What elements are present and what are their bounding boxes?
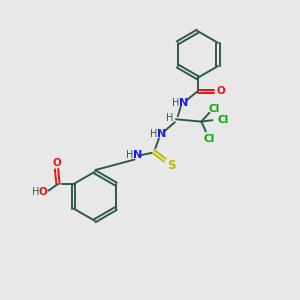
Text: Cl: Cl [218,115,229,125]
Text: O: O [52,158,61,168]
Text: H: H [172,98,180,107]
Text: Cl: Cl [209,104,220,114]
Text: S: S [167,159,175,172]
Text: N: N [179,98,188,107]
Text: H: H [32,188,40,197]
Text: N: N [157,129,167,139]
Text: H: H [151,129,158,139]
Text: O: O [38,188,47,197]
Text: Cl: Cl [203,134,214,144]
Text: H: H [166,113,174,123]
Text: O: O [216,86,225,96]
Text: H: H [126,150,133,160]
Text: N: N [133,150,142,160]
